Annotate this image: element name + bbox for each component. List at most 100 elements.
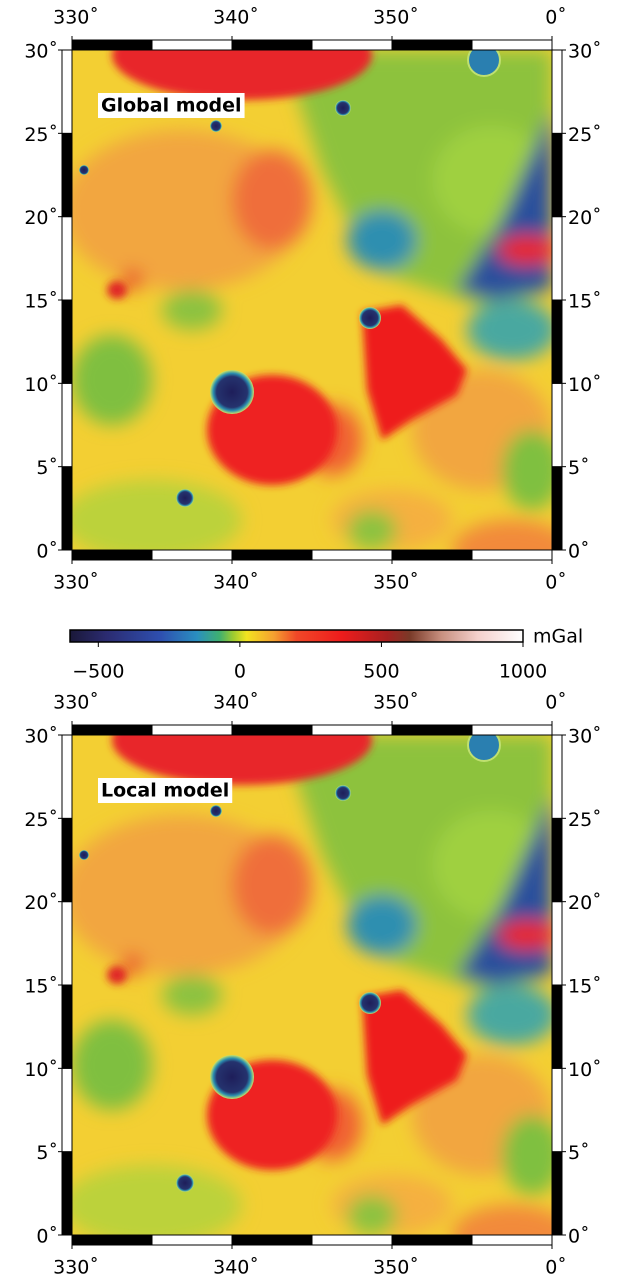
frame-segment bbox=[61, 734, 73, 819]
lat-tick-label: 0˚ bbox=[36, 1226, 58, 1248]
lat-tick-label: 10˚ bbox=[568, 374, 602, 396]
lon-tick-label: 330˚ bbox=[53, 7, 99, 29]
frame-segment bbox=[151, 549, 233, 561]
lon-tick-label: 350˚ bbox=[373, 7, 419, 29]
frame-segment bbox=[391, 39, 473, 51]
frame-segment bbox=[71, 1234, 153, 1246]
lat-tick-label: 30˚ bbox=[24, 41, 58, 63]
lat-tick-label: 15˚ bbox=[24, 976, 58, 998]
frame-segment bbox=[551, 1067, 563, 1153]
colorbar-unit: mGal bbox=[533, 626, 583, 648]
frame-segment bbox=[71, 39, 153, 51]
lat-tick-label: 5˚ bbox=[568, 1142, 590, 1164]
lon-tick-label: 0˚ bbox=[545, 7, 567, 29]
map-title-box bbox=[98, 778, 233, 803]
lat-tick-label: 20˚ bbox=[568, 892, 602, 914]
lon-tick-label: 350˚ bbox=[373, 692, 419, 714]
frame-segment bbox=[471, 549, 553, 561]
frame-segment bbox=[61, 216, 73, 301]
frame-segment bbox=[71, 724, 153, 736]
map-title: Global model bbox=[101, 95, 242, 117]
lat-tick-label: 0˚ bbox=[36, 541, 58, 563]
frame-segment bbox=[61, 984, 73, 1069]
colorbar-tick-label: −500 bbox=[72, 661, 124, 683]
lat-tick-label: 20˚ bbox=[24, 207, 58, 229]
frame-segment bbox=[61, 1067, 73, 1153]
frame-segment bbox=[61, 382, 73, 468]
lat-tick-label: 15˚ bbox=[568, 976, 602, 998]
frame-segment bbox=[551, 382, 563, 468]
frame-segment bbox=[551, 817, 563, 903]
lon-tick-label: 330˚ bbox=[53, 1257, 99, 1279]
lat-tick-label: 20˚ bbox=[568, 207, 602, 229]
frame-segment bbox=[231, 724, 313, 736]
lat-tick-label: 15˚ bbox=[568, 291, 602, 313]
frame-segment bbox=[551, 466, 563, 551]
map-panel: 330˚330˚340˚340˚350˚350˚0˚0˚0˚ 0˚5˚ 5˚10˚ 1… bbox=[24, 692, 601, 1279]
lat-tick-label: 30˚ bbox=[24, 726, 58, 748]
lon-tick-label: 0˚ bbox=[545, 572, 567, 594]
map-panel: 330˚330˚340˚340˚350˚350˚0˚0˚0˚ 0˚5˚ 5˚10˚ 1… bbox=[24, 7, 601, 594]
lon-tick-label: 340˚ bbox=[213, 7, 259, 29]
frame-segment bbox=[71, 549, 153, 561]
lat-tick-label: 10˚ bbox=[24, 1059, 58, 1081]
frame-segment bbox=[551, 1151, 563, 1236]
frame-segment bbox=[61, 817, 73, 903]
frame-segment bbox=[61, 49, 73, 134]
frame-segment bbox=[551, 984, 563, 1069]
lat-tick-label: 10˚ bbox=[568, 1059, 602, 1081]
lat-tick-label: 5˚ bbox=[36, 457, 58, 479]
frame-segment bbox=[231, 549, 313, 561]
frame-segment bbox=[551, 132, 563, 218]
frame-segment bbox=[391, 1234, 473, 1246]
colorbar-tick-label: 1000 bbox=[499, 661, 547, 683]
lat-tick-label: 30˚ bbox=[568, 726, 602, 748]
frame-segment bbox=[311, 549, 393, 561]
lon-tick-label: 0˚ bbox=[545, 1257, 567, 1279]
lat-tick-label: 10˚ bbox=[24, 374, 58, 396]
frame-segment bbox=[61, 132, 73, 218]
lon-tick-label: 350˚ bbox=[373, 1257, 419, 1279]
frame-segment bbox=[231, 39, 313, 51]
colorbar-tick-label: 0 bbox=[234, 661, 246, 683]
lat-tick-label: 25˚ bbox=[568, 809, 602, 831]
frame-segment bbox=[151, 1234, 233, 1246]
lat-tick-label: 25˚ bbox=[24, 124, 58, 146]
lon-tick-label: 340˚ bbox=[213, 692, 259, 714]
frame-segment bbox=[231, 1234, 313, 1246]
frame-segment bbox=[471, 39, 553, 51]
frame-segment bbox=[391, 724, 473, 736]
frame-segment bbox=[151, 39, 233, 51]
frame-segment bbox=[311, 724, 393, 736]
frame-segment bbox=[311, 39, 393, 51]
lon-tick-label: 340˚ bbox=[213, 1257, 259, 1279]
frame-segment bbox=[551, 49, 563, 134]
frame-segment bbox=[311, 1234, 393, 1246]
lat-tick-label: 25˚ bbox=[24, 809, 58, 831]
frame-segment bbox=[471, 1234, 553, 1246]
frame-segment bbox=[151, 724, 233, 736]
colorbar: −500 0 500 1000 mGal bbox=[69, 626, 583, 683]
lat-tick-label: 5˚ bbox=[36, 1142, 58, 1164]
lon-tick-label: 330˚ bbox=[53, 692, 99, 714]
map-border bbox=[71, 49, 553, 551]
frame-segment bbox=[551, 299, 563, 384]
frame-segment bbox=[61, 901, 73, 986]
colorbar-tick-label: 500 bbox=[363, 661, 399, 683]
lon-tick-label: 340˚ bbox=[213, 572, 259, 594]
frame-segment bbox=[551, 901, 563, 986]
lat-tick-label: 0˚ bbox=[568, 1226, 590, 1248]
maps: 330˚330˚340˚340˚350˚350˚0˚0˚0˚ 0˚5˚ 5˚10˚ 1… bbox=[24, 7, 601, 1279]
frame-segment bbox=[471, 724, 553, 736]
map-title-box bbox=[98, 93, 245, 118]
lat-tick-label: 30˚ bbox=[568, 41, 602, 63]
frame-segment bbox=[61, 1151, 73, 1236]
lat-tick-label: 25˚ bbox=[568, 124, 602, 146]
map-title: Local model bbox=[101, 780, 229, 802]
lat-tick-label: 15˚ bbox=[24, 291, 58, 313]
frame-segment bbox=[391, 549, 473, 561]
lat-tick-label: 5˚ bbox=[568, 457, 590, 479]
frame-segment bbox=[61, 466, 73, 551]
